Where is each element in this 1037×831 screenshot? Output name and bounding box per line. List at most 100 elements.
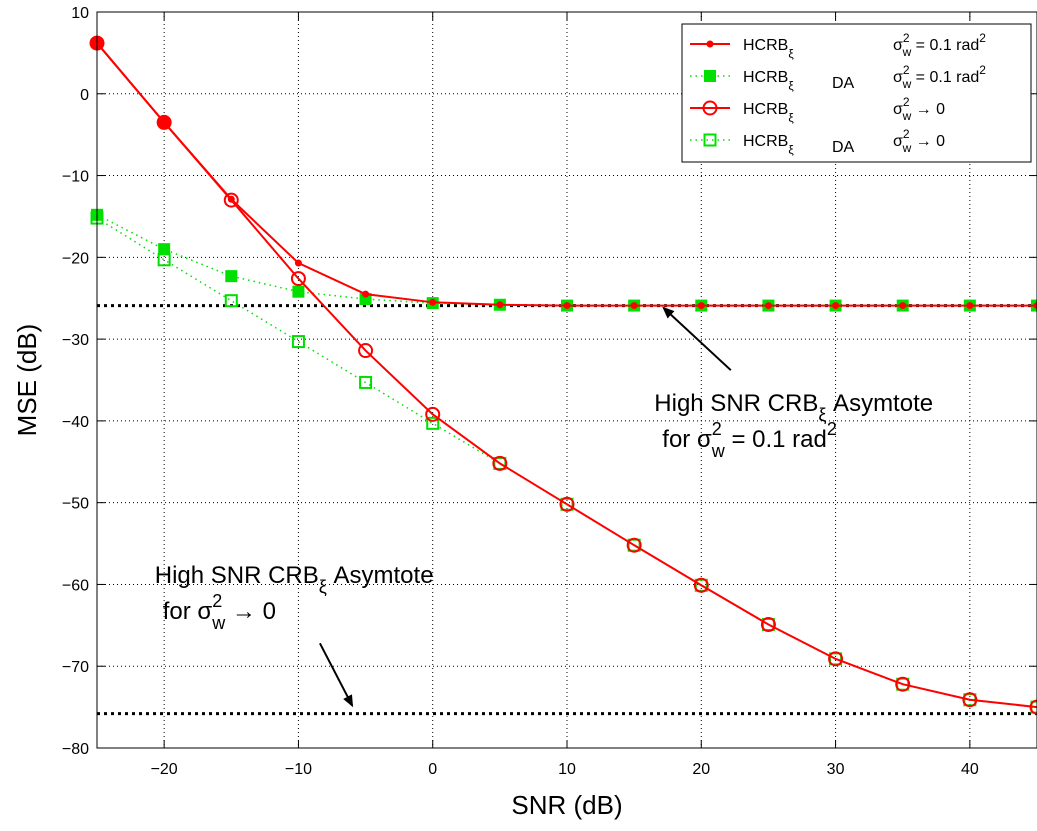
legend-label-subscript: ξ	[788, 143, 794, 157]
annotation-text: Asymtote	[826, 390, 933, 417]
legend-condition-superscript: 2	[903, 63, 910, 77]
y-tick-label: −70	[62, 659, 89, 676]
data-point	[966, 302, 974, 310]
annotation-text: for	[662, 426, 697, 453]
annotation-line1: High SNR CRBξ Asymtote	[155, 562, 434, 597]
y-tick-label: −60	[62, 577, 89, 594]
legend-condition-symbol: σ	[893, 101, 903, 118]
y-tick-label: −10	[62, 169, 89, 186]
y-tick-label: 0	[80, 87, 89, 104]
x-tick-label: −10	[285, 761, 312, 778]
annotation-text: Asymtote	[327, 562, 434, 589]
data-point	[291, 335, 305, 349]
legend-condition-superscript: 2	[903, 127, 910, 141]
data-point	[429, 298, 437, 306]
data-point	[832, 302, 840, 310]
legend-label-main: HCRB	[743, 133, 788, 150]
data-point	[224, 294, 238, 308]
data-point	[828, 651, 844, 667]
y-tick-label: −80	[62, 741, 89, 758]
data-point	[760, 617, 776, 633]
legend-entry: HCRBξ σ2 w → 0	[690, 95, 945, 125]
data-point	[359, 375, 373, 389]
y-tick-label: −20	[62, 250, 89, 267]
legend-label: HCRBξ	[743, 101, 794, 125]
data-point	[895, 676, 911, 692]
legend-condition: σ2 w = 0.1 rad2	[893, 31, 986, 59]
annotation-subscript: w	[711, 441, 726, 461]
data-point	[292, 285, 305, 298]
y-axis-label: MSE (dB)	[12, 324, 42, 437]
legend-label: HCRBξ	[743, 133, 794, 157]
legend-condition: σ2 w → 0	[893, 127, 945, 155]
legend-condition-superscript: 2	[903, 95, 910, 109]
data-point	[496, 301, 504, 309]
data-point	[706, 40, 714, 48]
x-tick-label: 40	[961, 761, 979, 778]
legend-condition-symbol: σ	[893, 69, 903, 86]
data-series	[89, 35, 1037, 715]
legend-label-main: HCRB	[743, 101, 788, 118]
data-point	[962, 692, 978, 708]
data-point	[223, 192, 239, 208]
y-tick-label: −40	[62, 414, 89, 431]
data-point	[425, 406, 441, 422]
data-point	[764, 302, 772, 310]
data-point	[359, 293, 372, 306]
annotation-superscript: 2	[827, 419, 837, 439]
annotation-superscript: 2	[712, 419, 722, 439]
data-point	[358, 343, 374, 359]
legend-entry: HCRBξ DA σ2 w = 0.1 rad2	[690, 63, 986, 93]
data-point	[899, 302, 907, 310]
legend-condition-text: = 0.1 rad	[911, 37, 979, 54]
legend-condition-superscript: 2	[903, 31, 910, 45]
data-point	[426, 416, 440, 430]
axis-ticks: −20 −10 0 10 20 30 40 10 0 −10 −20 −30 −40 −50 −60 −70 −…	[62, 5, 1037, 778]
x-tick-label: 0	[428, 761, 437, 778]
legend-condition-subscript: w	[902, 77, 912, 91]
annotation-arrow	[662, 306, 732, 371]
x-tick-label: −20	[151, 761, 178, 778]
annotation-text: → 0	[225, 598, 276, 625]
legend-condition: σ2 w = 0.1 rad2	[893, 63, 986, 91]
legend-condition-subscript: w	[902, 45, 912, 59]
legend-label-subscript: ξ	[788, 47, 794, 61]
legend-entry: HCRBξ DA σ2 w → 0	[690, 127, 945, 157]
x-axis-label: SNR (dB)	[511, 790, 622, 820]
data-point	[158, 243, 171, 256]
annotation-subscript: ξ	[818, 405, 826, 425]
annotation-line2: for σ2 w = 0.1 rad2	[662, 419, 837, 461]
legend-condition-subscript: w	[902, 109, 912, 123]
legend-label-main: HCRB	[743, 37, 788, 54]
legend-condition-symbol: σ	[893, 37, 903, 54]
data-point	[290, 271, 306, 287]
annotation-text: = 0.1 rad	[725, 426, 827, 453]
data-point	[294, 259, 302, 267]
data-point	[559, 496, 575, 512]
legend-label-tag: DA	[832, 139, 855, 156]
data-point	[626, 537, 642, 553]
annotation-line1: High SNR CRBξ Asymtote	[654, 390, 933, 425]
annotation-symbol: σ	[697, 426, 712, 453]
legend-condition-text: → 0	[911, 133, 945, 150]
data-point	[704, 70, 716, 82]
data-point	[697, 302, 705, 310]
y-tick-label: −30	[62, 332, 89, 349]
series-line	[96, 42, 1037, 709]
legend-label: HCRBξ	[743, 69, 794, 93]
legend-condition-text: = 0.1 rad	[911, 69, 979, 86]
legend-condition-subscript: w	[902, 141, 912, 155]
annotation-subscript: ξ	[319, 577, 327, 597]
legend-entry: HCRBξ σ2 w = 0.1 rad2	[690, 31, 986, 61]
annotation-symbol: σ	[197, 598, 212, 625]
legend-box	[681, 23, 1032, 163]
annotation-text: for	[163, 598, 198, 625]
data-point	[157, 115, 172, 130]
data-point	[563, 302, 571, 310]
data-point	[1029, 699, 1037, 715]
legend-condition-text: → 0	[911, 101, 945, 118]
annotation-subscript: w	[211, 613, 226, 633]
legend-condition: σ2 w → 0	[893, 95, 945, 123]
